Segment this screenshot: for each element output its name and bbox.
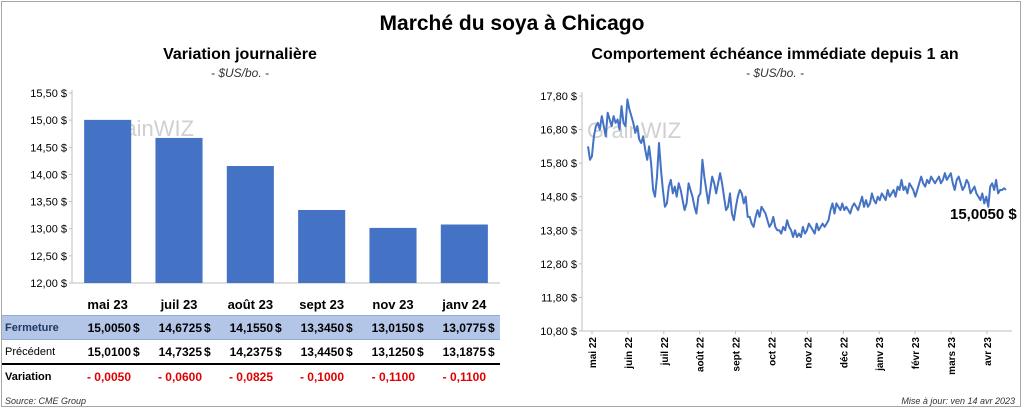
update-note: Mise à jour: ven 14 avr 2023 — [901, 396, 1015, 406]
category-label: août 23 — [228, 297, 274, 312]
x-tick-label: déc 22 — [839, 337, 850, 369]
table-cell: 13,4450 — [300, 345, 344, 359]
y-tick-label: 13,50 $ — [30, 197, 67, 209]
y-tick-label: 14,50 $ — [30, 142, 67, 154]
y-tick-label: 12,00 $ — [30, 278, 67, 290]
row-label: Précédent — [5, 346, 56, 358]
y-tick-label: 14,00 $ — [30, 169, 67, 181]
main-title: Marché du soya à Chicago — [379, 12, 645, 35]
x-tick-label: juil 22 — [660, 337, 671, 367]
price-line — [587, 98, 1007, 238]
table-cell: 15,0050 — [87, 321, 131, 335]
source-note: Source: CME Group — [5, 396, 87, 406]
y-tick-label: 15,80 $ — [540, 158, 577, 170]
y-tick-label: 11,80 $ — [541, 292, 577, 304]
table-cell: 13,0775 — [442, 321, 486, 335]
currency-symbol: $ — [417, 321, 424, 335]
table-cell: - 0,1000 — [299, 370, 344, 384]
left-chart-unit: - $US/bo. - — [210, 66, 270, 80]
currency-symbol: $ — [275, 345, 282, 359]
left-chart-title: Variation journalière — [163, 46, 317, 63]
last-value-label: 15,0050 $ — [950, 206, 1017, 223]
table-cell: - 0,0600 — [157, 370, 202, 384]
table-cell: 13,0150 — [371, 321, 415, 335]
y-tick-label: 15,00 $ — [30, 115, 67, 127]
y-tick-label: 13,80 $ — [540, 225, 577, 237]
price-table: Fermeture 15,0050 $14,6725 $14,1550 $13,3450… — [2, 315, 502, 393]
bar — [226, 166, 274, 283]
currency-symbol: $ — [346, 321, 353, 335]
table-cell: - 0,0050 — [86, 370, 131, 384]
table-cell: 14,6725 — [158, 321, 202, 335]
y-tick-label: 14,80 $ — [540, 192, 577, 204]
x-tick-label: sept 22 — [732, 337, 743, 372]
table-cell: 13,1875 — [442, 345, 486, 359]
y-tick-label: 12,50 $ — [30, 251, 67, 263]
y-tick-label: 15,50 $ — [30, 88, 67, 100]
x-tick-label: avr 23 — [983, 337, 994, 366]
x-tick-label: août 22 — [696, 337, 707, 372]
bar — [369, 227, 417, 283]
x-tick-label: mai 22 — [588, 337, 599, 369]
category-label: nov 23 — [372, 297, 413, 312]
table-cell: 15,0100 — [87, 345, 131, 359]
table-cell: - 0,0825 — [228, 370, 273, 384]
x-tick-label: juin 22 — [624, 337, 635, 370]
currency-symbol: $ — [133, 345, 140, 359]
table-row: Précédent 15,0100 $14,7325 $14,2375 $13,4450… — [2, 340, 500, 365]
currency-symbol: $ — [204, 321, 211, 335]
bar — [298, 209, 346, 283]
table-row: Fermeture 15,0050 $14,6725 $14,1550 $13,3450… — [2, 315, 500, 340]
x-tick-label: nov 22 — [803, 337, 814, 369]
category-label: sept 23 — [299, 297, 344, 312]
table-cell: - 0,1100 — [371, 370, 415, 384]
table-cell: - 0,1100 — [442, 370, 486, 384]
currency-symbol: $ — [204, 345, 211, 359]
category-label: janv 24 — [441, 297, 487, 312]
currency-symbol: $ — [488, 345, 495, 359]
currency-symbol: $ — [488, 321, 495, 335]
table-cell: 14,2375 — [229, 345, 273, 359]
row-label: Fermeture — [5, 322, 59, 334]
bar — [440, 224, 488, 283]
table-row: Variation - 0,0050 - 0,0600 - 0,0825 - 0,100… — [2, 365, 500, 390]
right-chart-title: Comportement échéance immédiate depuis 1… — [591, 46, 959, 63]
table-cell: 14,7325 — [158, 345, 202, 359]
y-tick-label: 16,80 $ — [540, 125, 577, 137]
table-cell: 13,3450 — [300, 321, 344, 335]
y-tick-label: 17,80 $ — [540, 91, 577, 103]
y-tick-label: 10,80 $ — [540, 326, 577, 338]
right-chart-unit: - $US/bo. - — [745, 66, 805, 80]
row-label: Variation — [5, 371, 52, 383]
table-cell: 13,1250 — [371, 345, 415, 359]
x-tick-label: mars 23 — [947, 337, 958, 375]
category-label: juil 23 — [160, 297, 198, 312]
currency-symbol: $ — [133, 321, 140, 335]
bar — [155, 137, 203, 283]
category-label: mai 23 — [87, 297, 127, 312]
table-cell: 14,1550 — [229, 321, 273, 335]
currency-symbol: $ — [346, 345, 353, 359]
x-tick-label: févr 23 — [911, 337, 922, 370]
x-tick-label: oct 22 — [767, 337, 778, 366]
x-tick-label: janv 23 — [875, 337, 886, 372]
y-tick-label: 12,80 $ — [540, 259, 577, 271]
currency-symbol: $ — [275, 321, 282, 335]
bar — [84, 119, 132, 283]
y-tick-label: 13,00 $ — [30, 224, 67, 236]
currency-symbol: $ — [417, 345, 424, 359]
